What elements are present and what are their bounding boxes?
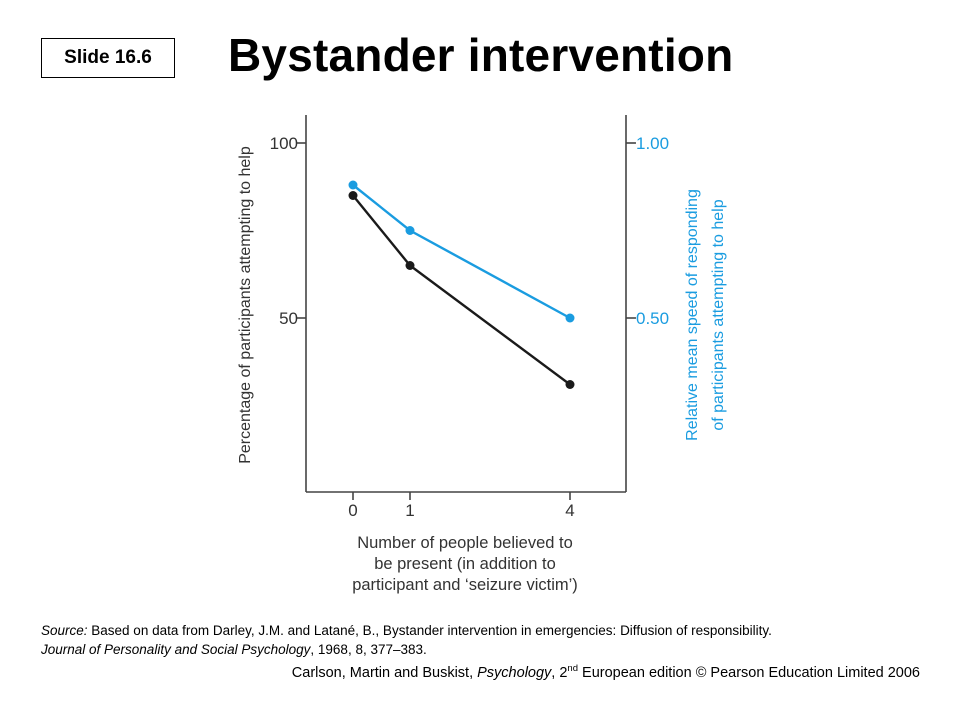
source-details: , 1968, 8, 377–383. — [310, 642, 427, 657]
data-point-percentage — [565, 380, 575, 389]
copyright-credit: Carlson, Martin and Buskist, Psychology,… — [292, 663, 920, 681]
slide-title: Bystander intervention — [228, 29, 734, 81]
source-journal: Journal of Personality and Social Psycho… — [41, 642, 311, 657]
x-axis-label-line: Number of people believed to — [357, 534, 573, 552]
right-tick-label: 0.50 — [636, 309, 669, 328]
series-line-percentage — [352, 194, 571, 386]
credit-book: Psychology — [477, 664, 552, 681]
data-point-speed — [565, 313, 575, 323]
data-point-percentage — [348, 191, 358, 200]
data-point-speed — [348, 180, 358, 190]
bystander-chart: 100 50 1.00 0.50 0 1 4 Number of people believe… — [237, 115, 727, 594]
right-y-axis-label-line: of participants attempting to help — [710, 199, 727, 430]
x-axis-label-line: be present (in addition to — [374, 555, 556, 573]
credit-rest: European edition © Pearson Education Lim… — [578, 664, 920, 681]
credit-authors: Carlson, Martin and Buskist, — [291, 664, 478, 681]
right-tick-label: 1.00 — [636, 134, 669, 153]
left-tick-label: 50 — [279, 309, 298, 328]
x-axis-label-line: participant and ‘seizure victim’) — [352, 576, 578, 594]
left-tick-label: 100 — [270, 134, 298, 153]
right-y-axis-label-line: Relative mean speed of responding — [684, 189, 701, 441]
x-tick-label: 4 — [565, 501, 574, 520]
slide-number-badge: Slide 16.6 — [41, 38, 175, 78]
credit-edition-sup: nd — [567, 663, 578, 674]
source-note: Source: Based on data from Darley, J.M. … — [41, 621, 931, 659]
left-y-axis-label: Percentage of participants attempting to… — [237, 146, 254, 464]
slide-number-text: Slide 16.6 — [64, 47, 152, 68]
x-tick-label: 0 — [348, 501, 357, 520]
series-line-speed — [352, 184, 571, 320]
data-point-percentage — [405, 261, 415, 270]
source-label: Source: — [41, 623, 88, 638]
x-tick-label: 1 — [405, 501, 414, 520]
source-text: Based on data from Darley, J.M. and Lata… — [87, 623, 772, 638]
credit-edition: , 2 — [551, 664, 568, 681]
data-point-speed — [405, 226, 415, 235]
